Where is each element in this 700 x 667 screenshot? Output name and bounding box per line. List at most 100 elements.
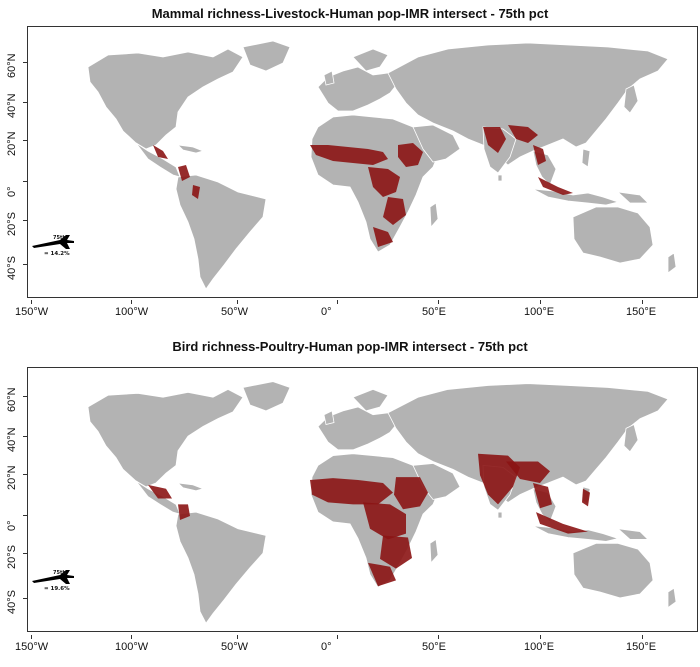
landmass-caribbean xyxy=(176,144,205,154)
longitude-tick-label: 100°E xyxy=(524,306,555,318)
latitude-tick-label: 40°N xyxy=(6,93,18,118)
hotspot-region xyxy=(380,535,412,569)
longitude-tick-label: 0° xyxy=(321,306,332,318)
latitude-tick-label: 20°N xyxy=(6,131,18,156)
landmass-europe xyxy=(317,66,399,112)
landmass-greenland xyxy=(242,381,291,412)
landmass-sri-lanka xyxy=(497,511,503,519)
longitude-tick-label: 100°E xyxy=(524,641,555,653)
airplane-icon xyxy=(32,570,74,584)
hotspot-region xyxy=(192,185,200,199)
hotspot-region xyxy=(508,125,538,143)
landmass-greenland xyxy=(242,40,291,72)
landmass-new-guinea xyxy=(616,528,649,540)
longitude-tick xyxy=(438,300,439,304)
longitude-tick-label: 50°E xyxy=(422,306,446,318)
longitude-tick xyxy=(642,635,643,639)
landmass-south-america xyxy=(175,511,267,624)
hotspot-region xyxy=(394,477,428,510)
hotspot-region xyxy=(178,165,190,181)
landmass-north-america xyxy=(87,48,244,150)
hotspot-region xyxy=(310,478,393,505)
landmass-indonesia xyxy=(532,188,620,206)
landmass-north-america xyxy=(87,388,244,488)
latitude-tick xyxy=(23,62,27,63)
latitude-tick xyxy=(23,220,27,221)
latitude-tick xyxy=(23,140,27,141)
landmass-japan xyxy=(623,84,639,114)
latitude-tick xyxy=(23,102,27,103)
latitude-tick xyxy=(23,515,27,516)
landmass-scandinavia xyxy=(352,389,389,412)
latitude-tick xyxy=(23,553,27,554)
longitude-tick xyxy=(540,635,541,639)
hotspot-region xyxy=(153,145,168,159)
hotspot-region xyxy=(383,197,406,225)
hotspot-region xyxy=(506,461,550,483)
longitude-tick xyxy=(131,300,132,304)
hotspot-region xyxy=(310,145,388,165)
map-frame xyxy=(27,367,698,632)
longitude-tick-label: 150°E xyxy=(626,306,657,318)
hotspot-region xyxy=(178,504,190,520)
longitude-tick-label: 50°E xyxy=(422,641,446,653)
hotspot-region xyxy=(398,143,423,167)
panel-title: Mammal richness-Livestock-Human pop-IMR … xyxy=(151,6,549,21)
landmass-asia xyxy=(387,42,669,166)
world-map xyxy=(87,381,677,624)
airplane-legend: 75th = 19.6% xyxy=(30,567,85,597)
latitude-tick-label: 0° xyxy=(6,520,18,531)
land-masses xyxy=(87,40,677,290)
map-panel-mammal: Mammal richness-Livestock-Human pop-IMR … xyxy=(0,0,700,333)
landmass-south-america xyxy=(175,174,267,290)
hotspot-region xyxy=(368,167,400,197)
latitude-tick xyxy=(23,181,27,182)
hotspot-regions xyxy=(153,125,573,247)
landmass-madagascar xyxy=(429,202,439,229)
landmass-europe xyxy=(317,406,399,451)
legend-percent: = 14.2% xyxy=(44,251,70,257)
latitude-tick xyxy=(23,264,27,265)
hotspot-region xyxy=(373,227,393,247)
landmass-sri-lanka xyxy=(497,174,503,182)
latitude-tick xyxy=(23,396,27,397)
longitude-tick xyxy=(438,635,439,639)
latitude-tick xyxy=(23,598,27,599)
longitude-tick-label: 150°E xyxy=(626,641,657,653)
panel-title: Bird richness-Poultry-Human pop-IMR inte… xyxy=(172,339,528,354)
longitude-tick xyxy=(540,300,541,304)
longitude-tick-label: 0° xyxy=(321,641,332,653)
airplane-legend: 75th = 14.2% xyxy=(30,232,85,262)
latitude-tick-label: 60°N xyxy=(6,53,18,78)
longitude-tick-label: 100°W xyxy=(115,306,149,318)
hotspot-region xyxy=(533,145,546,165)
longitude-tick xyxy=(337,635,338,639)
hotspot-region xyxy=(478,453,520,505)
latitude-tick xyxy=(23,436,27,437)
latitude-tick-label: 60°N xyxy=(6,387,18,412)
hotspot-region xyxy=(363,502,406,540)
latitude-tick-label: 20°N xyxy=(6,465,18,490)
landmass-madagascar xyxy=(429,538,439,564)
longitude-tick-label: 150°W xyxy=(15,641,49,653)
landmass-new-zealand xyxy=(667,587,677,609)
hotspot-region xyxy=(582,488,590,507)
landmass-new-zealand xyxy=(667,252,677,274)
longitude-tick-label: 50°W xyxy=(221,641,249,653)
longitude-tick-label: 50°W xyxy=(221,306,249,318)
hotspot-region xyxy=(368,562,396,587)
longitude-tick xyxy=(31,635,32,639)
map-frame xyxy=(27,26,698,298)
hotspot-region xyxy=(148,484,172,499)
latitude-tick-label: 40°N xyxy=(6,427,18,452)
latitude-tick-label: 20°S xyxy=(6,545,18,569)
landmass-new-guinea xyxy=(616,191,649,204)
longitude-tick xyxy=(31,300,32,304)
latitude-tick xyxy=(23,474,27,475)
hotspot-region xyxy=(538,177,573,195)
landmass-caribbean xyxy=(176,482,205,492)
landmass-japan xyxy=(623,423,639,453)
map-panel-bird: Bird richness-Poultry-Human pop-IMR inte… xyxy=(0,333,700,667)
landmass-scandinavia xyxy=(352,48,389,72)
legend-threshold: 75th xyxy=(53,235,66,241)
